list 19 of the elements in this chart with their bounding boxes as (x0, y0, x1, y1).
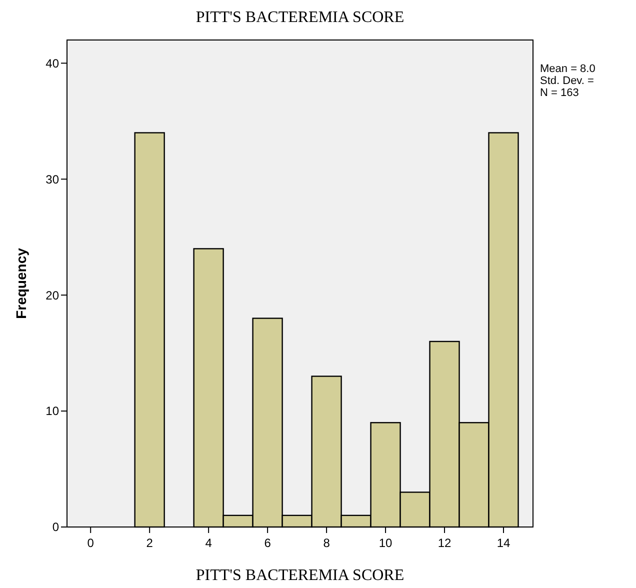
y-tick-label: 30 (46, 172, 60, 186)
y-tick-label: 0 (52, 520, 60, 534)
x-tick-label: 4 (205, 536, 212, 550)
y-tick-label: 40 (46, 56, 60, 70)
y-axis-title: Frequency (13, 248, 29, 319)
y-tick-label: 20 (46, 288, 60, 302)
x-tick-label: 0 (87, 536, 94, 550)
chart-title: PITT'S BACTEREMIA SCORE (196, 9, 404, 26)
x-tick-label: 8 (323, 536, 330, 550)
x-tick-label: 12 (438, 536, 452, 550)
y-tick-label: 10 (46, 404, 60, 418)
text: Mean = 8.0 (540, 63, 596, 75)
x-tick-label: 10 (378, 536, 393, 550)
text: N = 163 (540, 87, 579, 99)
x-tick-label: 14 (496, 536, 510, 550)
x-tick-label: 6 (264, 536, 272, 550)
x-axis-title: PITT'S BACTEREMIA SCORE (196, 567, 404, 584)
x-tick-label: 2 (146, 536, 154, 550)
text: Std. Dev. = (540, 75, 594, 87)
